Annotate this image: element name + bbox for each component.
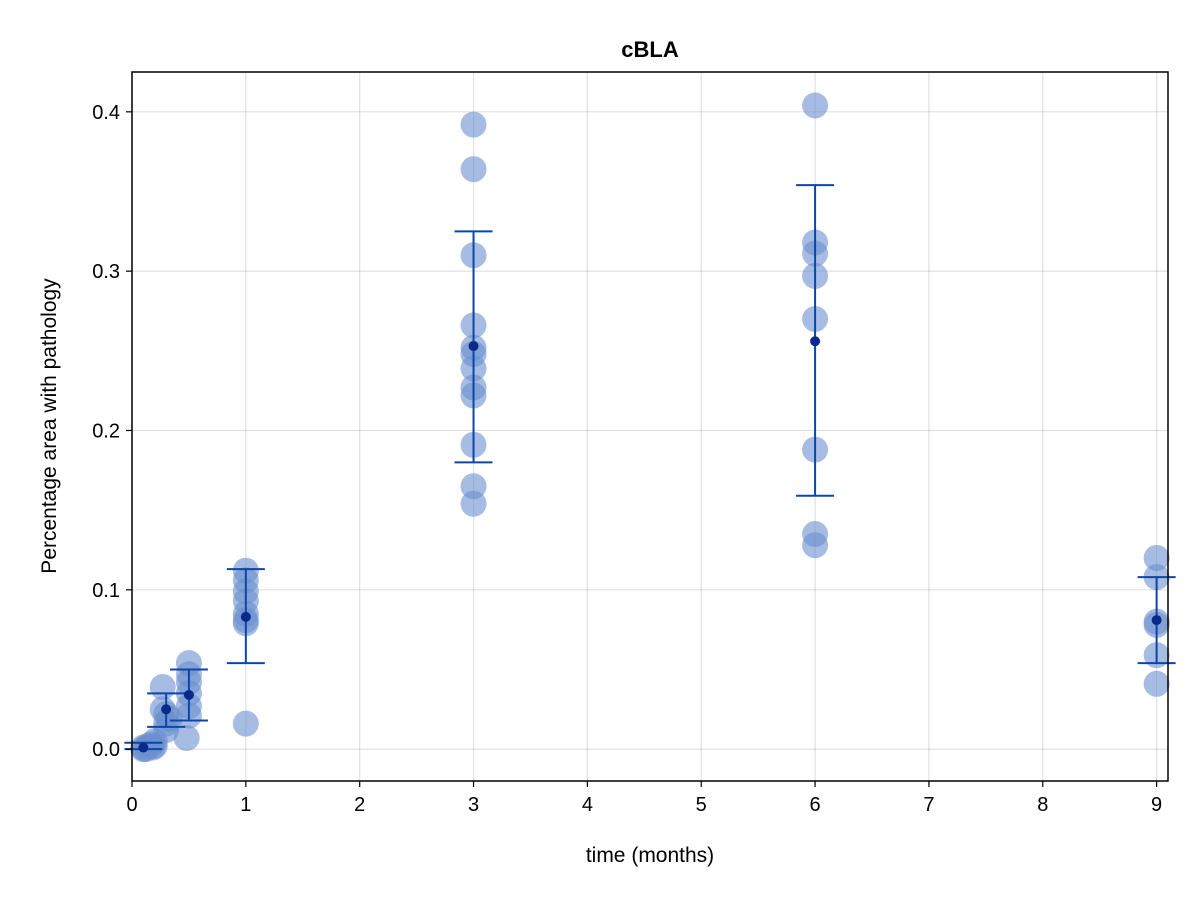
data-point <box>1143 670 1170 697</box>
mean-marker <box>161 704 172 715</box>
data-point <box>460 111 487 138</box>
mean-marker <box>1151 615 1162 626</box>
x-tick-label: 9 <box>1151 794 1162 816</box>
y-axis-label: Percentage area with pathology <box>38 278 61 574</box>
y-tick-label: 0.1 <box>92 580 120 602</box>
chart-title: cBLA <box>621 37 679 62</box>
data-point <box>460 156 487 183</box>
data-point <box>802 532 829 559</box>
y-tick-label: 0.3 <box>92 261 120 283</box>
plot-frame <box>131 71 1169 782</box>
mean-marker <box>138 742 149 753</box>
y-tick-label: 0.2 <box>92 420 120 442</box>
x-tick-label: 4 <box>582 794 593 816</box>
mean-marker <box>183 689 194 700</box>
x-axis-ticks: 0 1 2 3 4 5 6 7 8 9 <box>126 781 1162 816</box>
x-tick-label: 2 <box>354 794 365 816</box>
plot-area <box>132 72 1168 781</box>
mean-marker <box>468 341 479 352</box>
x-tick-label: 7 <box>923 794 934 816</box>
data-point <box>460 490 487 517</box>
x-tick-label: 5 <box>696 794 707 816</box>
data-point <box>149 673 176 700</box>
x-tick-label: 3 <box>468 794 479 816</box>
mean-marker <box>240 611 251 622</box>
data-point <box>173 724 200 751</box>
y-tick-label: 0.4 <box>92 102 120 124</box>
mean-markers <box>138 336 1162 753</box>
y-tick-label: 0.0 <box>92 739 120 761</box>
y-axis-ticks: 0.0 0.1 0.2 0.3 0.4 <box>92 102 132 761</box>
x-tick-label: 8 <box>1037 794 1048 816</box>
data-point <box>802 92 829 119</box>
x-tick-label: 6 <box>810 794 821 816</box>
data-point <box>232 710 259 737</box>
grid <box>131 72 1168 781</box>
mean-marker <box>810 336 821 347</box>
x-axis-label: time (months) <box>586 844 714 867</box>
x-tick-label: 1 <box>240 794 251 816</box>
x-tick-label: 0 <box>126 794 137 816</box>
data-point <box>1143 544 1170 571</box>
